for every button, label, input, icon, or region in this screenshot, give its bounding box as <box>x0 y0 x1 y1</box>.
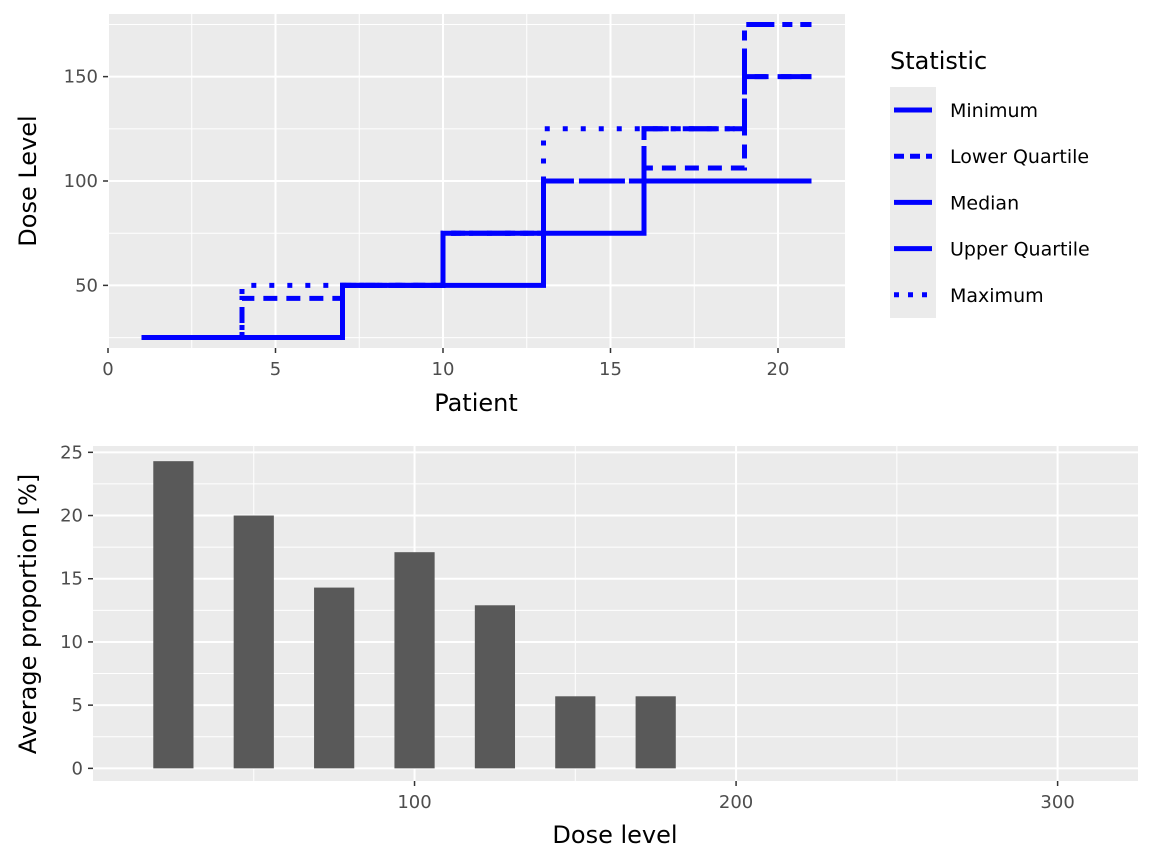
top-x-tick-label: 15 <box>599 359 622 380</box>
legend-label: Lower Quartile <box>950 146 1089 168</box>
legend-label: Median <box>950 192 1019 214</box>
top-y-axis-title: Dose Level <box>14 115 42 246</box>
bottom-y-tick-label: 15 <box>60 569 83 590</box>
legend-items: Minimum Lower Quartile Median Upper Quartil… <box>894 100 1090 307</box>
bottom-x-axis-title: Dose level <box>552 821 677 849</box>
legend-label: Upper Quartile <box>950 239 1090 261</box>
bottom-bars <box>153 461 676 769</box>
top-x-axis-title: Patient <box>434 389 518 417</box>
top-x-tick-label: 10 <box>432 359 455 380</box>
legend-title: Statistic <box>890 47 987 75</box>
bottom-y-tick-label: 5 <box>72 695 83 716</box>
bar-dose-125 <box>474 605 516 769</box>
bar-dose-150 <box>555 696 596 769</box>
top-y-tick-label: 50 <box>75 275 98 296</box>
bar-dose-100 <box>394 552 435 769</box>
series-line-maximum <box>141 21 812 341</box>
top-x-tick-label: 5 <box>270 359 281 380</box>
bar-dose-75 <box>314 587 355 769</box>
top-y-ticks: 50 100 150 <box>64 67 108 296</box>
bar-dose-25 <box>153 461 194 769</box>
bottom-y-tick-label: 0 <box>72 758 83 779</box>
top-y-tick-label: 100 <box>64 171 98 192</box>
bottom-x-tick-label: 100 <box>397 792 431 813</box>
bottom-y-axis-title: Average proportion [%] <box>14 474 42 754</box>
bottom-y-tick-label: 20 <box>60 506 83 527</box>
dose-level-chart: 0 5 10 15 20 50 100 150 Patient Dose Level Sta… <box>14 14 1090 417</box>
bottom-y-tick-label: 10 <box>60 632 83 653</box>
top-x-tick-label: 20 <box>767 359 790 380</box>
bottom-x-tick-label: 300 <box>1040 792 1074 813</box>
top-x-tick-label: 0 <box>102 359 113 380</box>
legend: Statistic Minimum Lower Quartile Median Upp… <box>890 47 1090 318</box>
legend-label: Minimum <box>950 100 1038 122</box>
bottom-x-tick-label: 200 <box>719 792 753 813</box>
top-series-lines <box>141 21 812 341</box>
bar-dose-175 <box>635 696 676 769</box>
bar-dose-50 <box>233 515 274 769</box>
legend-label: Maximum <box>950 285 1044 307</box>
bottom-x-ticks: 100 200 300 <box>397 781 1075 813</box>
bottom-y-ticks: 0 5 10 15 20 25 <box>60 442 93 779</box>
proportion-chart: 100 200 300 0 5 10 15 20 25 Dose level Average … <box>14 442 1138 849</box>
top-y-tick-label: 150 <box>64 67 98 88</box>
bottom-y-tick-label: 25 <box>60 442 83 463</box>
top-x-ticks: 0 5 10 15 20 <box>102 348 789 380</box>
